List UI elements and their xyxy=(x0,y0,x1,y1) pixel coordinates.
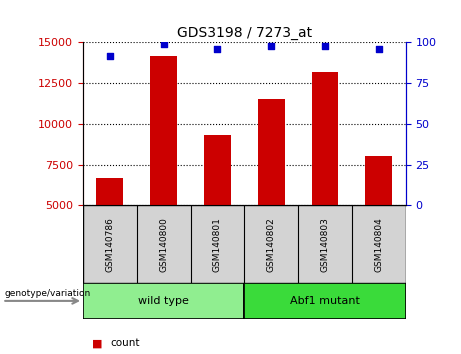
Bar xyxy=(96,178,123,205)
Text: genotype/variation: genotype/variation xyxy=(5,289,91,298)
Bar xyxy=(365,156,392,205)
Text: wild type: wild type xyxy=(138,296,189,306)
Point xyxy=(106,53,113,58)
Point xyxy=(267,43,275,48)
Text: GSM140800: GSM140800 xyxy=(159,217,168,272)
Bar xyxy=(312,72,338,205)
Point xyxy=(321,43,329,48)
Text: GSM140801: GSM140801 xyxy=(213,217,222,272)
Text: Abf1 mutant: Abf1 mutant xyxy=(290,296,360,306)
Point xyxy=(214,46,221,52)
Text: GSM140786: GSM140786 xyxy=(106,217,114,272)
Point xyxy=(375,46,383,52)
Text: ■: ■ xyxy=(92,338,103,348)
Text: GSM140804: GSM140804 xyxy=(374,217,383,272)
Title: GDS3198 / 7273_at: GDS3198 / 7273_at xyxy=(177,26,312,40)
Bar xyxy=(150,56,177,205)
Point xyxy=(160,41,167,47)
Text: count: count xyxy=(111,338,140,348)
Bar xyxy=(258,99,284,205)
Bar xyxy=(204,135,231,205)
Text: GSM140803: GSM140803 xyxy=(320,217,330,272)
Bar xyxy=(244,283,406,319)
Bar xyxy=(83,283,244,319)
Text: GSM140802: GSM140802 xyxy=(267,217,276,272)
